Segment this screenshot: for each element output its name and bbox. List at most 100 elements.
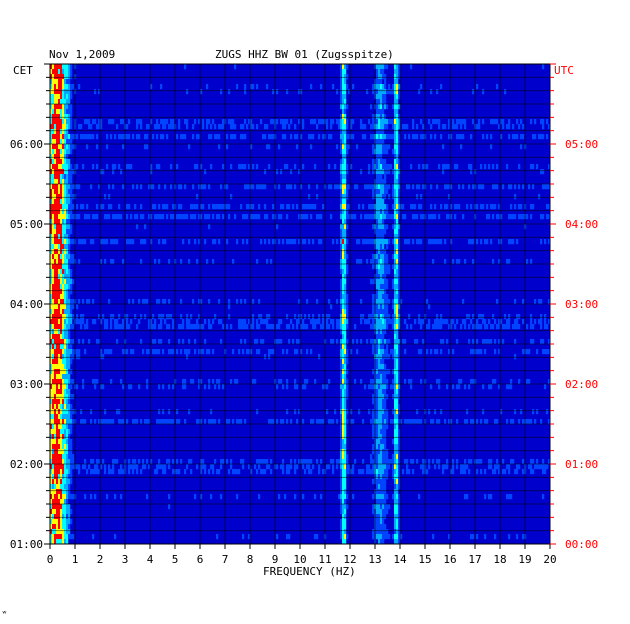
heatmap-cell	[484, 239, 487, 245]
heatmap-cell	[378, 224, 381, 230]
heatmap-cell	[54, 449, 57, 455]
heatmap-cell	[162, 119, 165, 125]
heatmap-cell	[382, 264, 385, 270]
heatmap-cell	[372, 424, 375, 430]
heatmap-cell	[344, 244, 347, 250]
heatmap-cell	[342, 534, 345, 540]
heatmap-cell	[378, 499, 381, 505]
heatmap-cell	[50, 214, 53, 220]
heatmap-cell	[228, 204, 231, 210]
heatmap-cell	[430, 184, 433, 190]
heatmap-cell	[52, 424, 55, 430]
heatmap-cell	[450, 214, 453, 220]
heatmap-cell	[530, 119, 533, 125]
heatmap-cell	[208, 224, 211, 230]
heatmap-cell	[50, 394, 53, 400]
heatmap-cell	[118, 469, 121, 475]
heatmap-cell	[54, 214, 57, 220]
heatmap-cell	[70, 224, 73, 230]
heatmap-cell	[54, 294, 57, 300]
heatmap-cell	[384, 384, 387, 390]
heatmap-cell	[516, 324, 519, 330]
heatmap-cell	[512, 214, 515, 220]
heatmap-cell	[158, 464, 161, 470]
heatmap-cell	[446, 204, 449, 210]
heatmap-cell	[264, 124, 267, 130]
heatmap-cell	[140, 124, 143, 130]
heatmap-cell	[538, 319, 541, 325]
heatmap-cell	[460, 124, 463, 130]
heatmap-cell	[392, 394, 395, 400]
heatmap-cell	[66, 294, 69, 300]
heatmap-cell	[502, 469, 505, 475]
heatmap-cell	[380, 284, 383, 290]
heatmap-cell	[56, 484, 59, 490]
heatmap-cell	[518, 419, 521, 425]
heatmap-cell	[68, 309, 71, 315]
heatmap-cell	[506, 164, 509, 170]
heatmap-cell	[66, 194, 69, 200]
heatmap-cell	[186, 314, 189, 320]
heatmap-cell	[544, 319, 547, 325]
heatmap-cell	[340, 74, 343, 80]
heatmap-cell	[208, 319, 211, 325]
heatmap-cell	[302, 239, 305, 245]
heatmap-cell	[342, 114, 345, 120]
heatmap-cell	[50, 469, 53, 475]
heatmap-cell	[310, 204, 313, 210]
heatmap-cell	[66, 354, 69, 360]
heatmap-cell	[68, 149, 71, 155]
heatmap-cell	[68, 224, 71, 230]
heatmap-cell	[398, 364, 401, 370]
heatmap-cell	[458, 379, 461, 385]
heatmap-cell	[194, 214, 197, 220]
heatmap-cell	[220, 204, 223, 210]
heatmap-cell	[168, 314, 171, 320]
heatmap-cell	[346, 299, 349, 305]
heatmap-cell	[380, 344, 383, 350]
heatmap-cell	[310, 349, 313, 355]
heatmap-cell	[58, 414, 61, 420]
heatmap-cell	[344, 204, 347, 210]
heatmap-cell	[52, 144, 55, 150]
heatmap-cell	[230, 119, 233, 125]
heatmap-cell	[264, 134, 267, 140]
heatmap-cell	[494, 319, 497, 325]
heatmap-cell	[376, 464, 379, 470]
heatmap-cell	[80, 409, 83, 415]
heatmap-cell	[64, 514, 67, 520]
heatmap-cell	[546, 214, 549, 220]
heatmap-cell	[482, 119, 485, 125]
heatmap-cell	[394, 359, 397, 365]
heatmap-cell	[494, 349, 497, 355]
heatmap-cell	[122, 419, 125, 425]
heatmap-cell	[158, 384, 161, 390]
heatmap-cell	[60, 489, 63, 495]
heatmap-cell	[64, 349, 67, 355]
heatmap-cell	[154, 259, 157, 265]
right-time-label: 02:00	[565, 378, 598, 391]
heatmap-cell	[388, 534, 391, 540]
heatmap-cell	[396, 154, 399, 160]
heatmap-cell	[62, 99, 65, 105]
heatmap-cell	[398, 434, 401, 440]
heatmap-cell	[52, 264, 55, 270]
heatmap-cell	[198, 379, 201, 385]
heatmap-cell	[54, 494, 57, 500]
heatmap-cell	[202, 184, 205, 190]
heatmap-cell	[394, 379, 397, 385]
heatmap-cell	[380, 474, 383, 480]
heatmap-cell	[222, 124, 225, 130]
heatmap-cell	[172, 384, 175, 390]
heatmap-cell	[498, 319, 501, 325]
heatmap-cell	[476, 349, 479, 355]
heatmap-cell	[164, 124, 167, 130]
heatmap-cell	[286, 314, 289, 320]
heatmap-cell	[382, 374, 385, 380]
heatmap-cell	[376, 264, 379, 270]
heatmap-cell	[498, 384, 501, 390]
heatmap-cell	[342, 264, 345, 270]
heatmap-cell	[120, 464, 123, 470]
heatmap-cell	[268, 144, 271, 150]
heatmap-cell	[394, 214, 397, 220]
